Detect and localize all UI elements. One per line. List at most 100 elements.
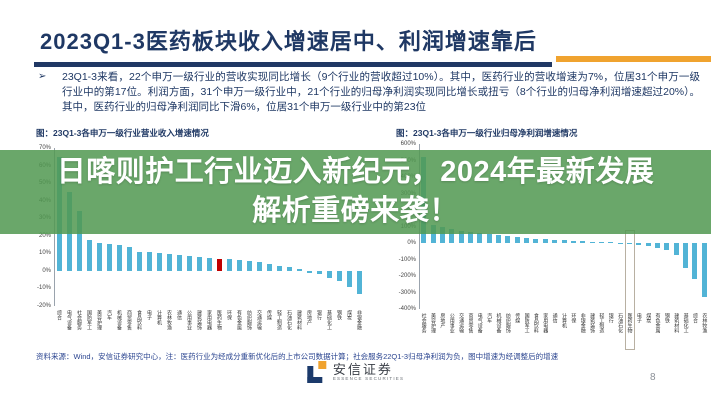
left-chart-title: 图：23Q1-3各申万一级行业营业收入增速情况 — [36, 128, 209, 138]
summary-paragraph: 23Q1-3来看，22个申万一级行业的营收实现同比增长（9个行业的营收超过10%… — [62, 71, 700, 113]
bar-交通运输 — [256, 262, 262, 271]
x-label-电气设备: 电气设备 — [476, 313, 483, 333]
bar-农林牧渔 — [166, 254, 172, 271]
x-label-房地产: 房地产 — [306, 310, 312, 325]
bar-建筑装饰 — [196, 256, 202, 271]
promo-overlay-banner: 日喀则护工行业迈入新纪元，2024年最新发展 解析重磅来袭！ — [0, 150, 711, 234]
x-label-美容护理: 美容护理 — [96, 310, 102, 330]
x-label-房地产: 房地产 — [439, 313, 446, 328]
x-label-机械设备: 机械设备 — [495, 313, 502, 333]
bar-汽车 — [486, 234, 492, 243]
x-label-石油石化: 石油石化 — [286, 310, 292, 330]
title-underline-orange — [556, 56, 711, 62]
bar-农林牧渔 — [701, 243, 707, 298]
bar-有色金属 — [236, 260, 242, 271]
x-label-轻工制造: 轻工制造 — [276, 310, 282, 330]
y-tick-label: 70% — [38, 145, 51, 151]
x-label-纺织服饰: 纺织服饰 — [246, 310, 252, 330]
essence-securities-logo: 安信证券 ESSENCE SECURITIES — [306, 361, 404, 383]
x-label-钢铁: 钢铁 — [663, 313, 670, 323]
x-label-公用事业: 公用事业 — [448, 313, 455, 333]
x-label-基础化工: 基础化工 — [682, 313, 689, 333]
y-tick-label: -200% — [398, 273, 416, 279]
x-label-综合: 综合 — [56, 310, 62, 320]
x-label-非银金融: 非银金融 — [356, 310, 362, 330]
bar-煤炭 — [346, 270, 352, 287]
x-label-传媒: 传媒 — [266, 310, 272, 320]
x-label-环保: 环保 — [570, 313, 577, 323]
x-label-计算机: 计算机 — [561, 313, 567, 328]
x-label-公用事业: 公用事业 — [186, 310, 192, 330]
x-label-通信: 通信 — [551, 313, 558, 323]
y-tick-label: 10% — [38, 250, 51, 257]
essence-logo-icon — [306, 361, 328, 383]
bar-基础化工 — [683, 243, 689, 268]
x-label-电子: 电子 — [146, 310, 152, 320]
bullet-arrow-icon: ➢ — [38, 71, 47, 82]
x-label-综合: 综合 — [691, 313, 698, 323]
x-label-建筑装饰: 建筑装饰 — [589, 313, 596, 333]
x-label-电子: 电子 — [635, 313, 642, 323]
bar-石油石化 — [286, 267, 292, 271]
logo-company-name: 安信证券 — [332, 361, 393, 377]
right-chart-title: 图：23Q1-3各申万一级行业归母净利润增速情况 — [396, 128, 578, 138]
promo-overlay-line1: 日喀则护工行业迈入新纪元，2024年最新发展 — [56, 156, 655, 188]
x-label-农林牧渔: 农林牧渔 — [701, 313, 708, 333]
bar-家用电器 — [542, 239, 548, 243]
bar-综合 — [692, 243, 698, 280]
x-label-纺织服饰: 纺织服饰 — [504, 313, 511, 333]
bar-商贸零售 — [467, 232, 473, 243]
y-tick-label: 600% — [400, 141, 416, 147]
bar-公用事业 — [186, 255, 192, 271]
bar-房地产 — [439, 227, 445, 243]
x-label-银行: 银行 — [316, 310, 322, 320]
bar-石油石化 — [617, 243, 623, 244]
y-tick-label: -10% — [36, 285, 51, 292]
x-label-计算机: 计算机 — [156, 310, 162, 325]
bar-环保 — [226, 259, 232, 271]
x-label-非银金融: 非银金融 — [579, 313, 586, 333]
bar-环保 — [570, 240, 576, 243]
bar-计算机 — [561, 240, 567, 243]
promo-overlay-line2: 解析重磅来袭！ — [252, 195, 459, 227]
bar-轻工制造 — [276, 265, 282, 271]
bar-银行 — [316, 270, 322, 275]
x-label-交通运输: 交通运输 — [256, 310, 262, 330]
y-tick-label: -20% — [36, 303, 51, 309]
bar-公用事业 — [449, 228, 455, 243]
bar-建筑材料 — [673, 243, 679, 255]
x-label-煤炭: 煤炭 — [645, 313, 652, 323]
y-tick-label: 0% — [407, 240, 416, 246]
x-label-有色金属: 有色金属 — [236, 310, 242, 330]
x-label-医药生物: 医药生物 — [216, 310, 222, 330]
x-label-社会服务: 社会服务 — [420, 313, 427, 333]
x-label-机械设备: 机械设备 — [116, 310, 122, 330]
bar-传媒 — [266, 263, 272, 271]
y-tick-label: 20% — [38, 232, 51, 239]
bar-医药生物 — [626, 243, 632, 244]
bar-食品饮料 — [136, 251, 142, 271]
page-title: 2023Q1-3医药板块收入增速居中、利润增速靠后 — [40, 29, 537, 54]
x-label-农林牧渔: 农林牧渔 — [166, 310, 172, 330]
bar-钢铁 — [336, 270, 342, 282]
source-note: 资料来源：Wind，安信证券研究中心，注：医药行业为经成分重新优化后的上市公司数… — [36, 352, 559, 361]
bar-房地产 — [306, 270, 312, 273]
bar-商贸零售 — [126, 247, 132, 271]
bar-机械设备 — [116, 244, 122, 271]
x-label-电气设备: 电气设备 — [66, 310, 72, 330]
x-label-建筑材料: 建筑材料 — [673, 313, 680, 333]
bar-有色金属 — [655, 243, 661, 248]
x-label-银行: 银行 — [607, 313, 614, 323]
bar-电子 — [146, 252, 152, 271]
bar-基础化工 — [326, 270, 332, 278]
x-label-食品饮料: 食品饮料 — [532, 313, 539, 333]
bar-美容护理 — [96, 242, 102, 271]
bar-轻工制造 — [598, 242, 604, 243]
x-label-商贸零售: 商贸零售 — [467, 313, 474, 333]
bar-家用电器 — [206, 257, 212, 271]
x-label-通信: 通信 — [176, 310, 182, 320]
bar-交通运输 — [458, 230, 464, 243]
bar-银行 — [608, 242, 614, 243]
x-label-国防军工: 国防军工 — [86, 310, 92, 330]
x-label-煤炭: 煤炭 — [346, 310, 352, 320]
